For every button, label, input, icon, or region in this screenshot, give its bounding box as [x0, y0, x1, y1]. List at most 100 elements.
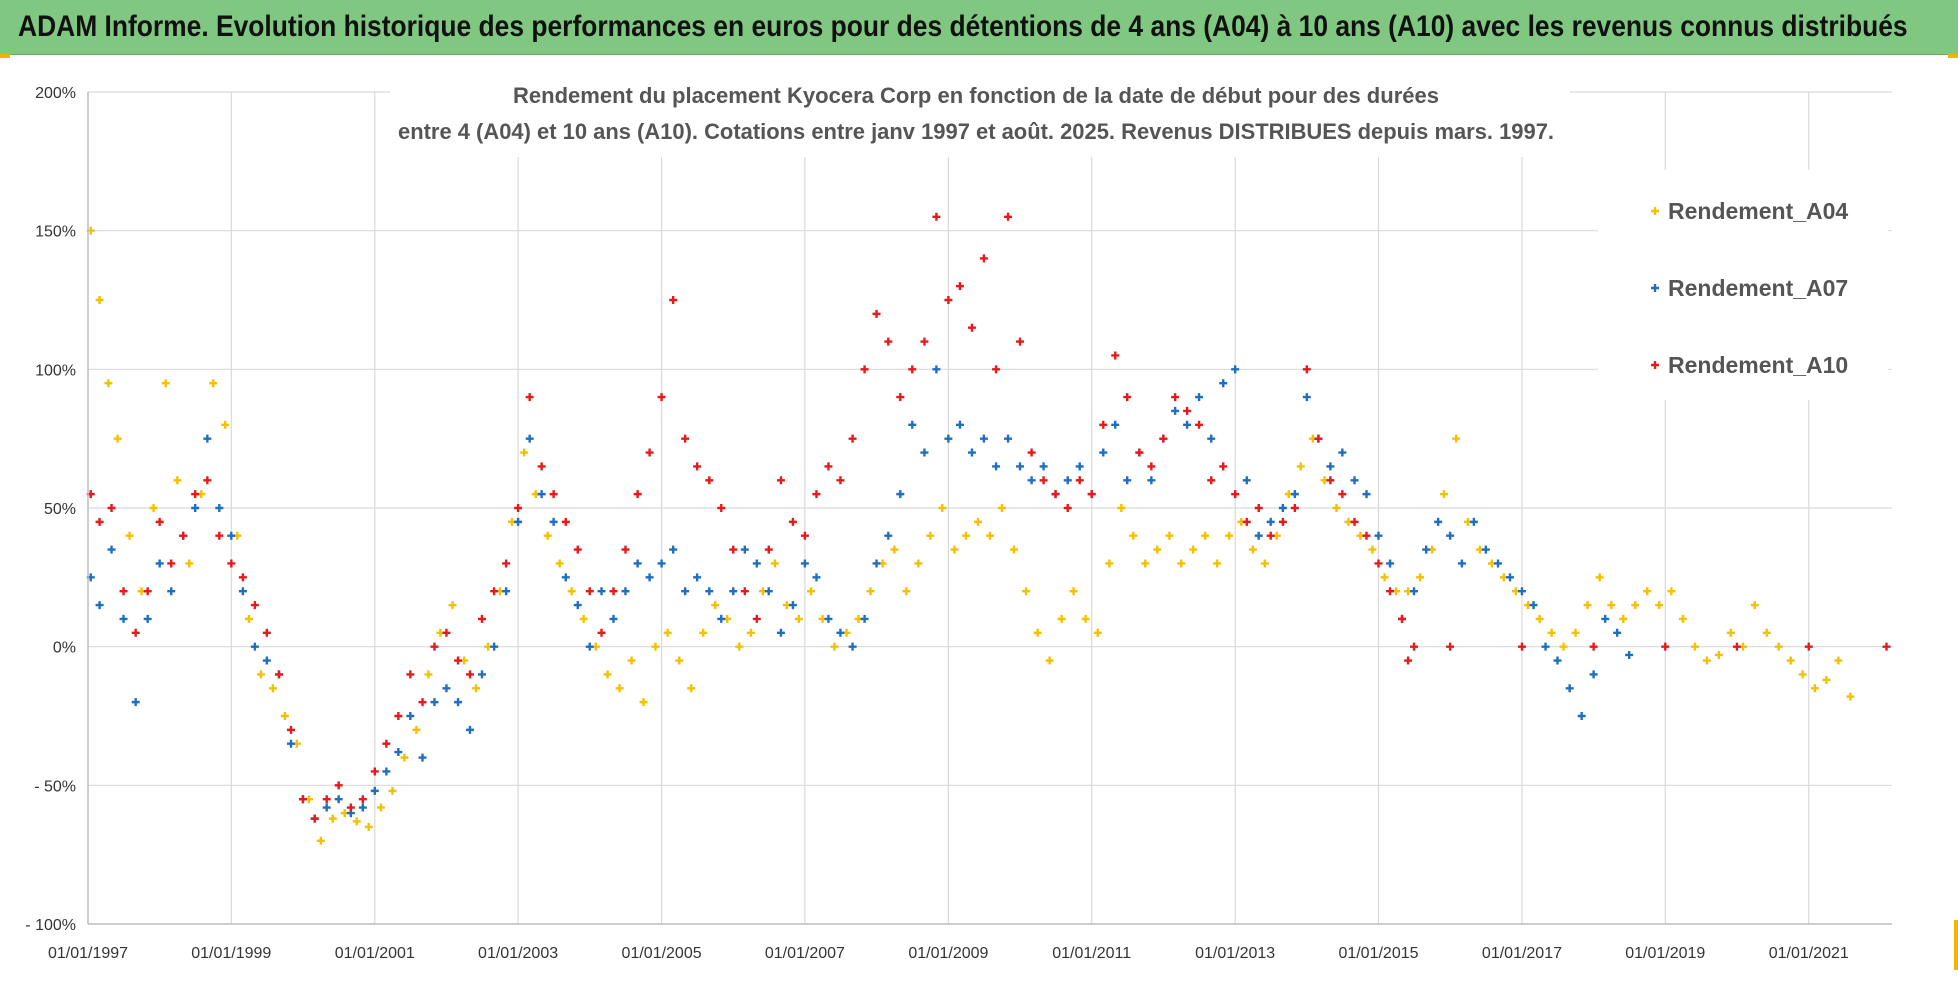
data-point — [119, 614, 128, 623]
legend-layer: Rendement_A04 Rendement_A07 Rendement_A10 — [1598, 170, 1888, 400]
data-point — [1494, 559, 1503, 568]
data-point — [1440, 490, 1449, 499]
data-point — [1386, 559, 1395, 568]
data-point — [603, 670, 612, 679]
data-point — [1804, 642, 1813, 651]
data-point — [1111, 420, 1120, 429]
data-point — [1422, 545, 1431, 554]
data-point — [1410, 642, 1419, 651]
data-point — [669, 296, 678, 304]
data-point — [639, 698, 648, 707]
grid-layer — [87, 91, 1892, 925]
chart-title-line-2: entre 4 (A04) et 10 ans (A10). Cotations… — [398, 119, 1554, 144]
data-point — [1248, 545, 1257, 554]
data-point — [1613, 628, 1622, 637]
data-point — [167, 587, 176, 596]
data-point — [1517, 642, 1526, 651]
data-point — [699, 628, 708, 637]
data-point — [860, 365, 869, 374]
data-point — [543, 531, 552, 540]
data-point — [932, 365, 941, 374]
data-point — [227, 531, 236, 540]
data-point — [370, 767, 379, 776]
data-point — [1099, 420, 1108, 429]
data-point — [669, 545, 678, 554]
data-point — [1631, 601, 1640, 610]
data-point — [1714, 650, 1723, 659]
data-point — [944, 434, 953, 443]
data-point — [143, 614, 152, 623]
data-point — [794, 614, 803, 623]
data-point — [609, 614, 618, 623]
data-point — [908, 365, 917, 374]
data-point — [1093, 628, 1102, 637]
x-tick-label: 01/01/1997 — [48, 945, 128, 962]
data-point — [1266, 531, 1275, 540]
data-point — [1416, 573, 1425, 582]
data-point — [1529, 601, 1538, 610]
data-point — [1625, 650, 1634, 659]
data-point — [1087, 490, 1096, 499]
data-point — [1577, 712, 1586, 720]
data-point — [1016, 337, 1025, 346]
data-point — [1242, 517, 1251, 526]
data-point — [316, 836, 325, 845]
data-point — [615, 684, 624, 693]
series-Rendement_A07 — [86, 365, 1634, 823]
data-point — [1141, 559, 1150, 568]
data-point — [1362, 490, 1371, 499]
data-point — [788, 601, 797, 610]
data-point — [328, 814, 337, 823]
data-point — [537, 490, 546, 499]
data-point — [262, 628, 271, 637]
data-point — [1386, 587, 1395, 596]
data-point — [382, 739, 391, 748]
data-point — [1667, 587, 1676, 596]
data-point — [1517, 587, 1526, 596]
data-point — [525, 393, 534, 402]
data-point — [1027, 476, 1036, 485]
data-point — [1135, 448, 1144, 457]
data-point — [1099, 448, 1108, 457]
data-point — [1219, 379, 1228, 388]
x-tick-label: 01/01/2017 — [1482, 945, 1562, 962]
data-point — [651, 642, 660, 651]
data-point — [1457, 559, 1466, 568]
data-point — [1732, 642, 1741, 651]
data-point — [322, 795, 331, 804]
data-point — [95, 517, 104, 526]
data-point — [334, 781, 343, 790]
data-point — [244, 614, 253, 623]
data-point — [705, 587, 714, 596]
data-point — [454, 698, 463, 707]
data-point — [866, 587, 875, 596]
title-layer: Rendement du placement Kyocera Corp en f… — [390, 73, 1570, 157]
data-point — [561, 517, 570, 526]
data-point — [1105, 559, 1114, 568]
page-title: ADAM Informe. Evolution historique des p… — [18, 10, 1908, 43]
data-point — [1661, 642, 1670, 651]
data-point — [346, 803, 355, 812]
data-point — [717, 504, 726, 512]
data-point — [884, 337, 893, 346]
data-point — [579, 614, 588, 623]
data-point — [1750, 601, 1759, 610]
data-point — [1231, 365, 1240, 374]
data-point — [740, 587, 749, 596]
data-point — [376, 803, 385, 812]
data-point — [382, 767, 391, 776]
data-point — [502, 559, 511, 568]
data-point — [633, 490, 642, 499]
data-point — [1207, 476, 1216, 485]
data-point — [764, 587, 773, 596]
data-point — [1039, 462, 1048, 471]
data-point — [113, 434, 122, 443]
data-point — [388, 786, 397, 795]
data-point — [1535, 614, 1544, 623]
data-point — [1213, 559, 1222, 568]
data-point — [1398, 614, 1407, 623]
data-point — [442, 628, 451, 637]
data-point — [238, 573, 247, 582]
data-point — [979, 254, 988, 263]
data-point — [860, 614, 869, 623]
